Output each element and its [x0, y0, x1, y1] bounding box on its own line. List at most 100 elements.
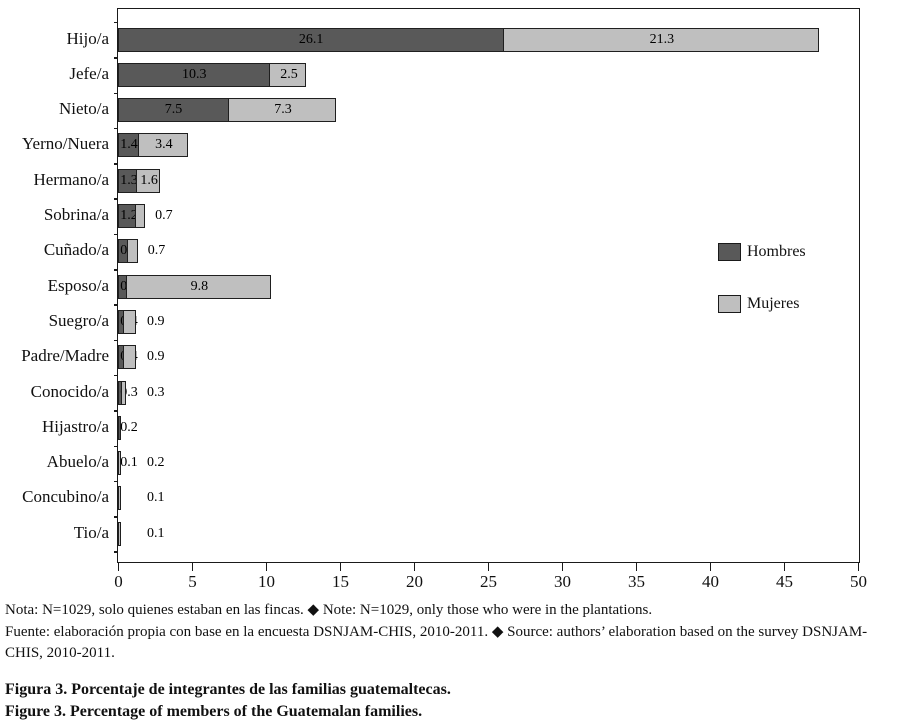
legend-swatch-mujeres — [718, 295, 741, 313]
y-axis-tick — [114, 551, 118, 553]
y-axis-tick — [114, 92, 118, 94]
x-axis-tick-label: 15 — [332, 572, 349, 591]
chart-note: Nota: N=1029, solo quienes estaban en la… — [5, 602, 653, 618]
bar-value-label: 0.2 — [120, 419, 138, 435]
y-axis-tick — [114, 57, 118, 59]
x-axis-tick — [635, 563, 638, 571]
bar-segment-hombres — [118, 27, 505, 52]
bar-segment-mujeres — [118, 451, 122, 476]
bar-value-label: 0.3 — [147, 384, 165, 400]
category-label: Jefe/a — [69, 63, 109, 83]
x-axis-tick — [413, 563, 416, 571]
y-axis-tick — [114, 127, 118, 130]
bar-segment-mujeres — [127, 239, 138, 264]
category-label: Suegro/a — [48, 310, 109, 330]
bar-value-label: 7.3 — [274, 102, 292, 118]
y-axis-tick — [114, 339, 118, 342]
x-axis-tick — [857, 563, 860, 571]
y-axis-tick — [114, 21, 118, 24]
bar-row: 0.2 — [118, 415, 859, 440]
chart-source: Fuente: elaboración propia con base en l… — [5, 623, 868, 662]
category-label: Cuñado/a — [43, 240, 109, 260]
stacked-bar-chart: 26.1 21.3 10.3 2.5 7.5 7.3 1.4 3.4 1.3 1.6 1.2 0.7 0… — [0, 8, 867, 595]
x-axis-tick-label: 5 — [188, 572, 197, 591]
y-axis-tick — [114, 269, 118, 271]
bar-row: 0.1 — [118, 521, 859, 546]
y-axis-tick — [114, 198, 118, 200]
category-label: Esposo/a — [47, 275, 109, 295]
bar-segment-mujeres — [137, 133, 189, 158]
x-axis: 0 5 10 15 20 25 30 35 40 45 50 — [114, 563, 867, 595]
legend-entry-mujeres: Mujeres — [718, 295, 806, 313]
x-axis-tick — [561, 563, 564, 571]
category-label: Nieto/a — [58, 99, 109, 119]
bar-value-label: 0.7 — [155, 208, 173, 223]
bar-segment-hombres — [118, 415, 121, 440]
y-axis-tick — [114, 233, 118, 236]
bar-value-label: 9.8 — [190, 278, 209, 294]
category-label: Hermano/a — [33, 169, 109, 189]
x-axis-tick-label: 0 — [114, 572, 123, 591]
bar-segment-mujeres — [118, 521, 121, 546]
x-axis-tick-label: 25 — [480, 572, 497, 591]
bar-row: 0.40.9 — [118, 345, 859, 370]
x-axis-tick — [783, 563, 786, 571]
bar-value-label: 1.3 — [120, 172, 138, 188]
y-axis-tick — [114, 410, 118, 412]
x-axis-tick-label: 45 — [776, 572, 793, 591]
bar-value-label: 0.1 — [147, 490, 165, 506]
bar-segment-mujeres — [122, 309, 137, 334]
x-axis-tick — [117, 563, 120, 571]
bar-row: 1.2 0.7 — [118, 204, 859, 228]
bar-value-label: 0.7 — [147, 243, 166, 259]
figure-caption-en: Figure 3. Percentage of members of the G… — [5, 702, 423, 720]
category-label: Tio/a — [73, 522, 109, 542]
category-label: Conocido/a — [30, 381, 109, 401]
plot-area: 26.1 21.3 10.3 2.5 7.5 7.3 1.4 3.4 1.3 1.6 1.2 0.7 0… — [114, 8, 860, 563]
bar-segment-mujeres — [134, 204, 146, 228]
bar-segment-mujeres — [122, 345, 137, 370]
bar-value-label: 3.4 — [155, 137, 173, 153]
bar-value-label: 0.9 — [147, 349, 165, 365]
y-axis-category-labels: Hijo/a Jefe/a Nieto/a Yerno/Nuera Hermano/a S… — [0, 8, 111, 563]
bar-value-label: 1.6 — [140, 172, 158, 188]
category-label: Sobrina/a — [43, 205, 109, 224]
bar-row: 0.40.9 — [118, 309, 859, 334]
x-axis-tick — [265, 563, 268, 571]
y-axis-tick — [114, 163, 118, 165]
bar-row: 0.70.7 — [118, 239, 859, 264]
bar-segment-mujeres — [118, 486, 121, 511]
bar-row: 7.5 7.3 — [118, 98, 859, 123]
figure-caption-es: Figura 3. Porcentaje de integrantes de l… — [5, 680, 451, 698]
figure-captions: Figura 3. Porcentaje de integrantes de l… — [0, 665, 904, 723]
bar-segment-mujeres — [125, 274, 271, 299]
bar-segment-mujeres — [503, 27, 819, 52]
x-axis-tick-label: 30 — [554, 572, 571, 591]
legend-entry-hombres: Hombres — [718, 243, 806, 261]
bar-value-label: 26.1 — [298, 31, 324, 47]
bar-segment-mujeres — [121, 380, 126, 405]
bar-segment-hombres — [118, 62, 271, 87]
category-label: Hijo/a — [66, 28, 110, 48]
x-axis-tick-label: 40 — [702, 572, 719, 591]
bar-value-label: 1.4 — [120, 137, 138, 153]
category-label: Hijastro/a — [41, 416, 109, 436]
bar-value-label: 1.2 — [120, 208, 138, 223]
x-axis-tick — [709, 563, 712, 571]
bar-row: 26.1 21.3 — [118, 27, 859, 52]
figure-notes: Nota: N=1029, solo quienes estaban en la… — [0, 596, 904, 665]
bar-value-label: 10.3 — [181, 66, 207, 82]
bar-row: 0.69.8 — [118, 274, 859, 299]
bar-segment-mujeres — [269, 62, 307, 87]
bar-value-label: 0.9 — [147, 313, 165, 329]
x-axis-tick — [487, 563, 490, 571]
category-label: Concubino/a — [22, 487, 109, 507]
x-axis-tick-label: 10 — [258, 572, 275, 591]
y-axis-tick — [114, 304, 118, 306]
bar-value-label: 0.1 — [147, 525, 165, 541]
bar-row: 10.3 2.5 — [118, 62, 859, 87]
category-label: Padre/Madre — [21, 346, 109, 366]
bar-value-label: 21.3 — [649, 31, 675, 47]
x-axis-tick — [339, 563, 342, 571]
y-axis-tick — [114, 516, 118, 518]
